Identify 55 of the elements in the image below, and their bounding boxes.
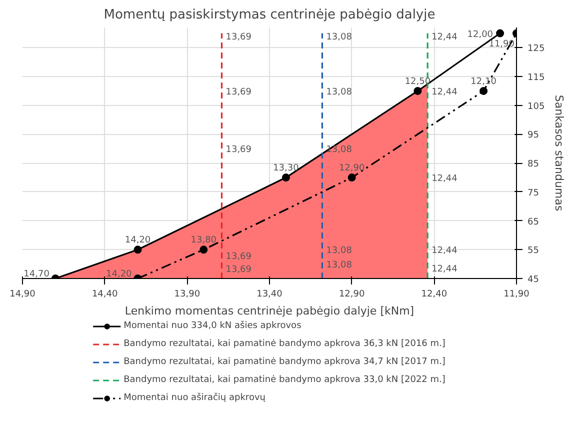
x-tick-label: 14,90 — [10, 290, 36, 300]
annotation: 12,50 — [404, 76, 431, 87]
y-tick-label: 115 — [528, 73, 545, 84]
point — [348, 174, 356, 182]
annotation: 12,44 — [432, 264, 458, 275]
y-tick-label: 55 — [528, 246, 539, 256]
x-axis-title: Lenkimo momentas centrinėje pabėgio dalyje [kNm] — [124, 304, 414, 318]
chart-title: Momentų pasiskirstymas centrinėje pabėgio dalyje — [104, 8, 436, 22]
x-tick-label: 13,90 — [174, 290, 200, 300]
y-tick-label: 85 — [528, 160, 539, 170]
y-tick-label: 105 — [528, 102, 545, 112]
legend-label: Bandymo rezultatai, kai pamatinė bandymo apkrova 33,0 kN [2022 m.] — [124, 374, 446, 386]
y-axis-title: Sankasos standumas — [552, 94, 566, 212]
annotation: 12,44 — [432, 32, 458, 43]
annotation: 14,20 — [124, 236, 151, 246]
y-tick-label: 125 — [528, 44, 545, 54]
annotation: 14,70 — [24, 270, 50, 280]
annotation: 13,69 — [226, 32, 252, 43]
annotation: 12,00 — [467, 30, 494, 40]
annotation: 13,69 — [226, 264, 252, 275]
point — [496, 29, 504, 38]
annotation: 13,30 — [273, 164, 300, 174]
annotation: 13,69 — [226, 252, 252, 262]
annotation: 13,08 — [326, 246, 352, 256]
x-tick-label: 11,90 — [504, 290, 530, 300]
x-tick-label: 12,90 — [338, 290, 365, 300]
legend-label: Bandymo rezultatai, kai pamatinė bandymo apkrova 36,3 kN [2016 m.] — [124, 338, 446, 350]
annotation: 13,80 — [190, 236, 217, 246]
annotation: 13,69 — [226, 87, 252, 98]
annotation: 13,08 — [326, 87, 352, 98]
point — [414, 86, 422, 95]
annotation: 12,10 — [470, 76, 497, 87]
y-tick-label: 95 — [528, 130, 539, 141]
annotation: 13,08 — [326, 260, 352, 271]
point — [134, 246, 142, 254]
annotation: 12,90 — [338, 164, 365, 174]
x-tick-label: 14,40 — [92, 290, 118, 300]
annotation: 12,44 — [432, 174, 458, 184]
annotation: 12,44 — [432, 246, 458, 256]
y-tick-label: 45 — [528, 275, 539, 285]
annotation: 14,20 — [106, 270, 132, 280]
legend-label: Momentai nuo 334,0 kN ašies apkrovos — [124, 320, 302, 332]
y-tick-label: 65 — [528, 217, 539, 228]
annotation: 13,69 — [226, 145, 252, 156]
point — [480, 86, 488, 95]
point — [200, 246, 208, 254]
x-tick-label: 13,40 — [256, 290, 283, 300]
y-tick-label: 75 — [528, 188, 539, 198]
legend-label: Bandymo rezultatai, kai pamatinė bandymo apkrova 34,7 kN [2017 m.] — [124, 356, 446, 368]
annotation: 13,08 — [326, 32, 352, 43]
legend-label: Momentai nuo aširačių apkrovų — [124, 392, 266, 404]
point — [282, 174, 290, 182]
annotation: 12,44 — [432, 87, 458, 98]
x-tick-label: 12,40 — [421, 290, 448, 300]
annotation: 13,08 — [326, 145, 352, 156]
